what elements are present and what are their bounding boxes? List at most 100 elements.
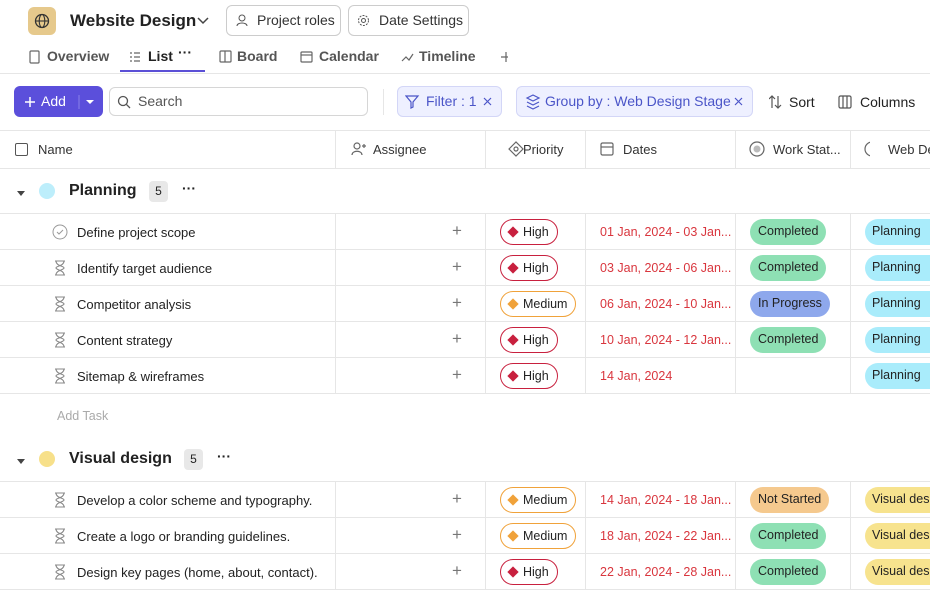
- column-header[interactable]: Name: [38, 142, 73, 157]
- group-menu[interactable]: ···: [182, 180, 196, 196]
- task-dates[interactable]: 18 Jan, 2024 - 22 Jan...: [600, 529, 732, 543]
- stage-tag[interactable]: Planning: [865, 327, 930, 353]
- group-name[interactable]: Visual design: [69, 450, 172, 467]
- pending-icon: [52, 492, 68, 508]
- column-header[interactable]: Assignee: [373, 142, 427, 157]
- tab[interactable]: Calendar: [319, 48, 379, 64]
- column-separator: [335, 214, 336, 250]
- search-input[interactable]: Search: [109, 87, 368, 116]
- sort-button[interactable]: Sort: [789, 94, 815, 110]
- project-title[interactable]: Website Design: [70, 11, 197, 30]
- column-header[interactable]: Work Stat...: [773, 142, 841, 157]
- column-separator: [485, 250, 486, 286]
- priority-tag[interactable]: High: [500, 559, 558, 585]
- add-assignee[interactable]: +: [452, 329, 462, 348]
- task-name[interactable]: Content strategy: [77, 333, 173, 348]
- status-tag[interactable]: Completed: [750, 255, 827, 281]
- task-name[interactable]: Sitemap & wireframes: [77, 369, 205, 384]
- stage-tag[interactable]: Visual desig: [865, 523, 930, 549]
- column-separator: [585, 286, 586, 322]
- chevron[interactable]: [196, 14, 210, 28]
- task-name[interactable]: Create a logo or branding guidelines.: [77, 529, 291, 544]
- column-separator: [485, 214, 486, 250]
- priority-tag[interactable]: High: [500, 255, 558, 281]
- status-tag[interactable]: In Progress: [750, 291, 830, 317]
- column-separator: [485, 482, 486, 518]
- priority-tag[interactable]: High: [500, 219, 558, 245]
- task-dates[interactable]: 01 Jan, 2024 - 03 Jan...: [600, 225, 732, 239]
- column-separator: [335, 518, 336, 554]
- column-header[interactable]: Dates: [623, 142, 657, 157]
- task-dates[interactable]: 22 Jan, 2024 - 28 Jan...: [600, 565, 732, 579]
- columns-button[interactable]: Columns: [860, 94, 916, 110]
- stage-tag[interactable]: Planning: [865, 363, 930, 389]
- column-separator: [485, 518, 486, 554]
- add-assignee[interactable]: +: [452, 293, 462, 312]
- divider: [0, 130, 930, 131]
- tab[interactable]: Board: [237, 48, 278, 64]
- task-name[interactable]: Identify target audience: [77, 261, 213, 276]
- group-menu[interactable]: ···: [217, 448, 231, 464]
- project-roles-button[interactable]: Project roles: [226, 5, 341, 36]
- column-separator: [585, 130, 586, 168]
- tab[interactable]: Overview: [47, 48, 110, 64]
- tab-active[interactable]: List: [148, 48, 173, 64]
- status-tag[interactable]: Completed: [750, 219, 827, 245]
- group-dot: [39, 451, 55, 467]
- column-separator: [585, 554, 586, 590]
- add-task[interactable]: Add Task: [57, 409, 109, 423]
- group-count: 5: [149, 181, 168, 202]
- task-dates[interactable]: 06 Jan, 2024 - 10 Jan...: [600, 297, 732, 311]
- add-assignee[interactable]: +: [452, 257, 462, 276]
- tab-menu[interactable]: ···: [178, 44, 192, 60]
- stage-tag[interactable]: Planning: [865, 219, 930, 245]
- priority-tag[interactable]: High: [500, 363, 558, 389]
- add-icons: [25, 95, 94, 109]
- add-assignee[interactable]: +: [452, 561, 462, 580]
- task-name[interactable]: Define project scope: [77, 225, 196, 240]
- stage-tag[interactable]: Visual desig: [865, 559, 930, 585]
- stage-tag[interactable]: Visual desig: [865, 487, 930, 513]
- add-assignee[interactable]: +: [452, 489, 462, 508]
- date-settings-button[interactable]: Date Settings: [348, 5, 469, 36]
- divider: [0, 517, 930, 518]
- add-assignee[interactable]: +: [452, 525, 462, 544]
- column-separator: [735, 322, 736, 358]
- collapse-toggle: [15, 455, 27, 465]
- tab[interactable]: Timeline: [419, 48, 476, 64]
- pill-icons: [405, 94, 743, 110]
- task-dates[interactable]: 14 Jan, 2024: [600, 369, 673, 383]
- priority-tag[interactable]: Medium: [500, 291, 577, 317]
- group-by-button[interactable]: Group by : Web Design Stage: [516, 86, 753, 117]
- divider: [0, 357, 930, 358]
- add-assignee[interactable]: +: [452, 365, 462, 384]
- select-all-checkbox[interactable]: [15, 143, 28, 156]
- priority-tag[interactable]: Medium: [500, 487, 577, 513]
- column-separator: [585, 518, 586, 554]
- add-assignee[interactable]: +: [452, 221, 462, 240]
- column-separator: [735, 130, 736, 168]
- task-dates[interactable]: 03 Jan, 2024 - 06 Jan...: [600, 261, 732, 275]
- status-tag[interactable]: Completed: [750, 327, 827, 353]
- status-tag[interactable]: Completed: [750, 523, 827, 549]
- group-name[interactable]: Planning: [69, 182, 137, 199]
- task-name[interactable]: Develop a color scheme and typography.: [77, 493, 313, 508]
- column-header[interactable]: Priority: [523, 142, 564, 157]
- done-icon: [52, 224, 68, 240]
- column-header[interactable]: Web De: [888, 142, 930, 157]
- task-dates[interactable]: 14 Jan, 2024 - 18 Jan...: [600, 493, 732, 507]
- stage-tag[interactable]: Planning: [865, 255, 930, 281]
- task-name[interactable]: Competitor analysis: [77, 297, 192, 312]
- status-tag[interactable]: Completed: [750, 559, 827, 585]
- divider: [0, 321, 930, 322]
- priority-tag[interactable]: Medium: [500, 523, 577, 549]
- task-name[interactable]: Design key pages (home, about, contact).: [77, 565, 318, 580]
- pending-icon: [52, 528, 68, 544]
- filter-button[interactable]: Filter : 1: [397, 86, 502, 117]
- status-tag[interactable]: Not Started: [750, 487, 830, 513]
- task-dates[interactable]: 10 Jan, 2024 - 12 Jan...: [600, 333, 732, 347]
- column-separator: [485, 286, 486, 322]
- priority-tag[interactable]: High: [500, 327, 558, 353]
- stage-tag[interactable]: Planning: [865, 291, 930, 317]
